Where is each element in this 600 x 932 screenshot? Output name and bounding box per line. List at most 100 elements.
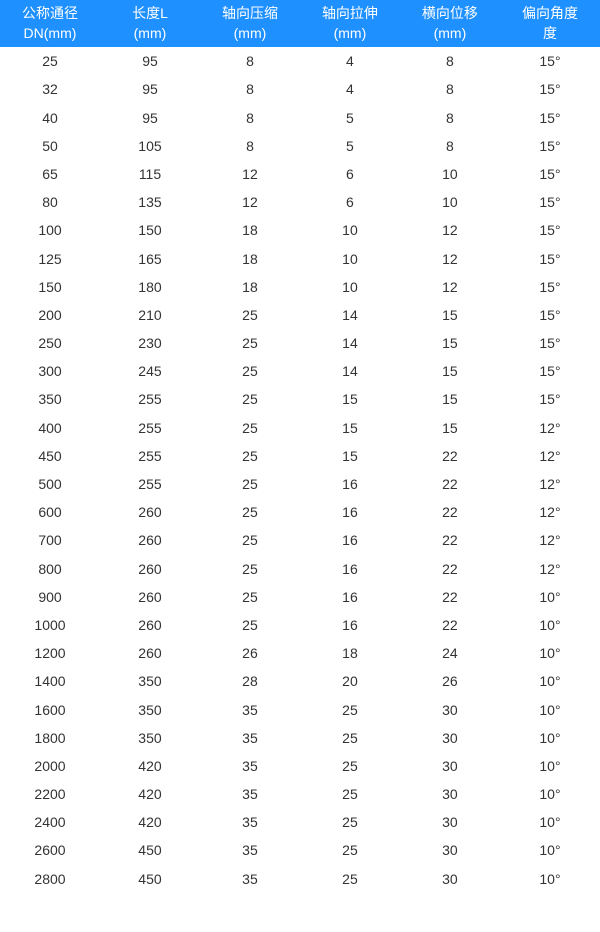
table-cell: 25 xyxy=(200,526,300,554)
table-row: 259584815° xyxy=(0,47,600,75)
table-cell: 10° xyxy=(500,611,600,639)
table-row: 100026025162210° xyxy=(0,611,600,639)
table-cell: 16 xyxy=(300,526,400,554)
column-header-line2: 度 xyxy=(502,24,598,44)
table-cell: 12 xyxy=(400,245,500,273)
table-cell: 10° xyxy=(500,667,600,695)
table-cell: 260 xyxy=(100,639,200,667)
column-header: 长度L(mm) xyxy=(100,0,200,47)
table-cell: 2600 xyxy=(0,836,100,864)
table-cell: 1400 xyxy=(0,667,100,695)
table-cell: 16 xyxy=(300,470,400,498)
table-cell: 600 xyxy=(0,498,100,526)
table-cell: 12° xyxy=(500,498,600,526)
table-cell: 10 xyxy=(300,273,400,301)
table-cell: 25 xyxy=(300,808,400,836)
column-header-line1: 轴向拉伸 xyxy=(302,4,398,24)
table-cell: 245 xyxy=(100,357,200,385)
table-cell: 30 xyxy=(400,865,500,893)
table-row: 12516518101215° xyxy=(0,245,600,273)
table-cell: 40 xyxy=(0,104,100,132)
table-row: 801351261015° xyxy=(0,188,600,216)
table-cell: 16 xyxy=(300,583,400,611)
table-cell: 25 xyxy=(200,442,300,470)
table-row: 50025525162212° xyxy=(0,470,600,498)
table-cell: 95 xyxy=(100,75,200,103)
table-body: 259584815°329584815°409585815°5010585815… xyxy=(0,47,600,893)
table-cell: 5 xyxy=(300,104,400,132)
table-cell: 10° xyxy=(500,865,600,893)
table-cell: 24 xyxy=(400,639,500,667)
table-cell: 30 xyxy=(400,696,500,724)
table-cell: 15° xyxy=(500,245,600,273)
table-cell: 30 xyxy=(400,752,500,780)
table-row: 90026025162210° xyxy=(0,583,600,611)
table-cell: 10° xyxy=(500,724,600,752)
table-cell: 2800 xyxy=(0,865,100,893)
table-cell: 12 xyxy=(400,273,500,301)
table-cell: 1200 xyxy=(0,639,100,667)
table-cell: 15° xyxy=(500,216,600,244)
table-cell: 450 xyxy=(100,836,200,864)
table-row: 20021025141515° xyxy=(0,301,600,329)
column-header: 轴向拉伸(mm) xyxy=(300,0,400,47)
table-cell: 350 xyxy=(100,667,200,695)
column-header: 偏向角度度 xyxy=(500,0,600,47)
column-header-line1: 轴向压缩 xyxy=(202,4,298,24)
table-cell: 25 xyxy=(300,724,400,752)
table-cell: 8 xyxy=(200,132,300,160)
table-cell: 35 xyxy=(200,780,300,808)
table-row: 80026025162212° xyxy=(0,555,600,583)
table-cell: 15° xyxy=(500,385,600,413)
table-cell: 15 xyxy=(400,385,500,413)
table-cell: 65 xyxy=(0,160,100,188)
table-cell: 25 xyxy=(200,301,300,329)
table-cell: 210 xyxy=(100,301,200,329)
column-header-line2: (mm) xyxy=(302,24,398,44)
table-row: 70026025162212° xyxy=(0,526,600,554)
table-cell: 260 xyxy=(100,611,200,639)
table-cell: 28 xyxy=(200,667,300,695)
table-cell: 15° xyxy=(500,273,600,301)
table-cell: 15 xyxy=(300,442,400,470)
column-header: 横向位移(mm) xyxy=(400,0,500,47)
table-cell: 50 xyxy=(0,132,100,160)
table-cell: 10° xyxy=(500,780,600,808)
table-row: 329584815° xyxy=(0,75,600,103)
table-cell: 26 xyxy=(200,639,300,667)
table-row: 260045035253010° xyxy=(0,836,600,864)
table-cell: 12 xyxy=(400,216,500,244)
table-cell: 1600 xyxy=(0,696,100,724)
table-cell: 165 xyxy=(100,245,200,273)
table-cell: 8 xyxy=(200,47,300,75)
table-row: 10015018101215° xyxy=(0,216,600,244)
table-row: 25023025141515° xyxy=(0,329,600,357)
table-cell: 32 xyxy=(0,75,100,103)
table-row: 30024525141515° xyxy=(0,357,600,385)
table-row: 200042035253010° xyxy=(0,752,600,780)
table-cell: 1800 xyxy=(0,724,100,752)
table-cell: 300 xyxy=(0,357,100,385)
table-cell: 10° xyxy=(500,583,600,611)
table-cell: 10 xyxy=(400,188,500,216)
table-cell: 18 xyxy=(200,245,300,273)
table-cell: 4 xyxy=(300,47,400,75)
table-row: 40025525151512° xyxy=(0,414,600,442)
table-cell: 115 xyxy=(100,160,200,188)
table-cell: 8 xyxy=(200,75,300,103)
table-cell: 22 xyxy=(400,611,500,639)
spec-table: 公称通径DN(mm)长度L(mm)轴向压缩(mm)轴向拉伸(mm)横向位移(mm… xyxy=(0,0,600,893)
table-cell: 5 xyxy=(300,132,400,160)
table-cell: 22 xyxy=(400,555,500,583)
table-cell: 15 xyxy=(400,414,500,442)
column-header-line1: 偏向角度 xyxy=(502,4,598,24)
table-cell: 12° xyxy=(500,442,600,470)
table-cell: 4 xyxy=(300,75,400,103)
table-cell: 180 xyxy=(100,273,200,301)
table-row: 120026026182410° xyxy=(0,639,600,667)
table-cell: 25 xyxy=(200,329,300,357)
table-row: 240042035253010° xyxy=(0,808,600,836)
table-cell: 900 xyxy=(0,583,100,611)
table-cell: 15° xyxy=(500,160,600,188)
column-header-line1: 长度L xyxy=(102,4,198,24)
